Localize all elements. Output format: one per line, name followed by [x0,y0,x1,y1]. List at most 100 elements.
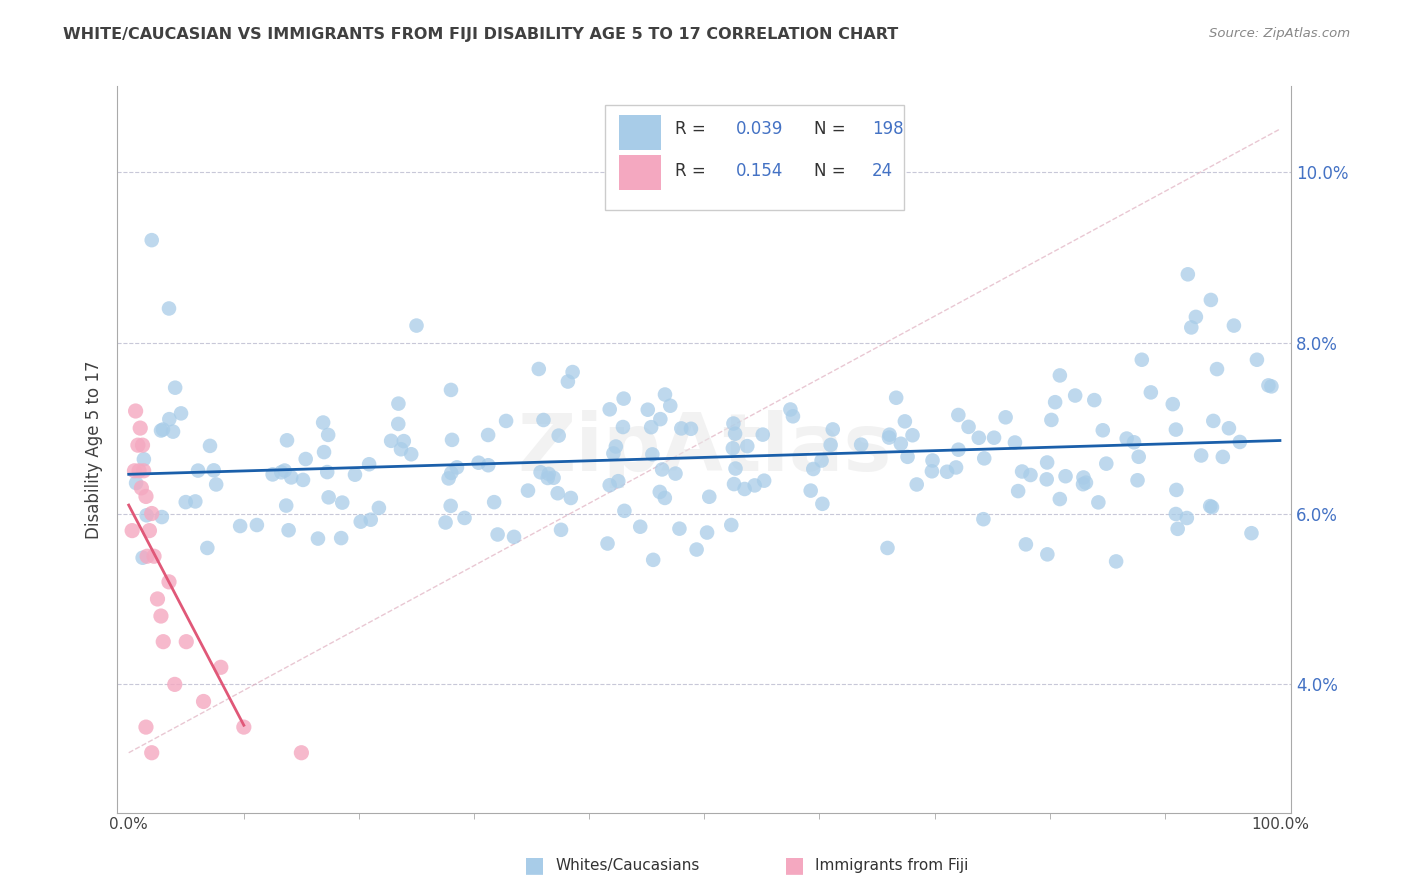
Point [1140,385,1163,400]
Point [437,471,460,485]
Point [1123,435,1146,450]
Point [152,634,174,648]
Point [360,513,382,527]
Point [129,421,152,435]
Point [994,410,1017,425]
Point [800,483,823,498]
Point [399,447,422,461]
Point [141,233,163,247]
Point [744,478,766,492]
Point [1202,414,1225,428]
Point [654,387,676,401]
Point [1166,483,1188,497]
Text: R =: R = [675,120,711,138]
Point [973,451,995,466]
Point [810,453,832,467]
Point [135,508,157,523]
Point [936,465,959,479]
Point [1164,423,1187,437]
Point [273,464,295,478]
Point [146,591,169,606]
Point [1164,507,1187,521]
Point [957,420,980,434]
Point [184,494,207,508]
Point [648,484,671,499]
Point [599,402,621,417]
Point [821,422,844,436]
Point [165,381,187,395]
Point [724,426,747,441]
Point [143,549,166,564]
Point [276,434,298,448]
Point [550,523,572,537]
Point [1087,495,1109,509]
Text: N =: N = [814,120,851,138]
Point [1128,450,1150,464]
Point [307,532,329,546]
Point [1011,465,1033,479]
Point [1161,397,1184,411]
Point [1189,449,1212,463]
Point [1071,477,1094,491]
Point [405,318,427,333]
Point [316,428,339,442]
Point [380,434,402,448]
Point [1036,455,1059,469]
Point [202,463,225,477]
Point [195,541,218,555]
Point [948,442,970,457]
Point [884,391,907,405]
Point [651,462,673,476]
Point [721,442,744,456]
Point [1223,318,1246,333]
Point [170,406,193,420]
Point [724,461,747,475]
Point [751,427,773,442]
Point [392,434,415,449]
Point [879,427,901,442]
Point [1212,450,1234,464]
Point [1185,310,1208,324]
Point [135,720,157,734]
Point [560,491,582,505]
Point [685,542,707,557]
Point [877,431,900,445]
Point [1043,395,1066,409]
Point [124,464,146,478]
Point [1083,393,1105,408]
Point [697,490,720,504]
Point [533,413,555,427]
Point [1040,413,1063,427]
Point [1201,500,1223,515]
Point [277,523,299,537]
Point [477,458,499,473]
Point [1199,499,1222,513]
Point [312,416,335,430]
Point [735,439,758,453]
Text: 198: 198 [872,120,904,138]
Point [135,490,157,504]
Point [124,404,146,418]
Point [128,464,150,478]
Point [801,462,824,476]
Point [292,473,315,487]
Point [517,483,540,498]
Point [849,438,872,452]
Point [547,428,569,442]
Point [150,510,173,524]
Point [131,438,153,452]
Point [229,519,252,533]
Point [131,550,153,565]
Point [121,524,143,538]
Point [641,447,664,461]
Point [1015,537,1038,551]
Point [876,541,898,555]
Point [193,694,215,708]
Point [901,428,924,442]
Text: 0.039: 0.039 [735,120,783,138]
Point [1126,473,1149,487]
Point [1229,434,1251,449]
Point [1064,388,1087,402]
Point [440,466,463,480]
Point [350,515,373,529]
